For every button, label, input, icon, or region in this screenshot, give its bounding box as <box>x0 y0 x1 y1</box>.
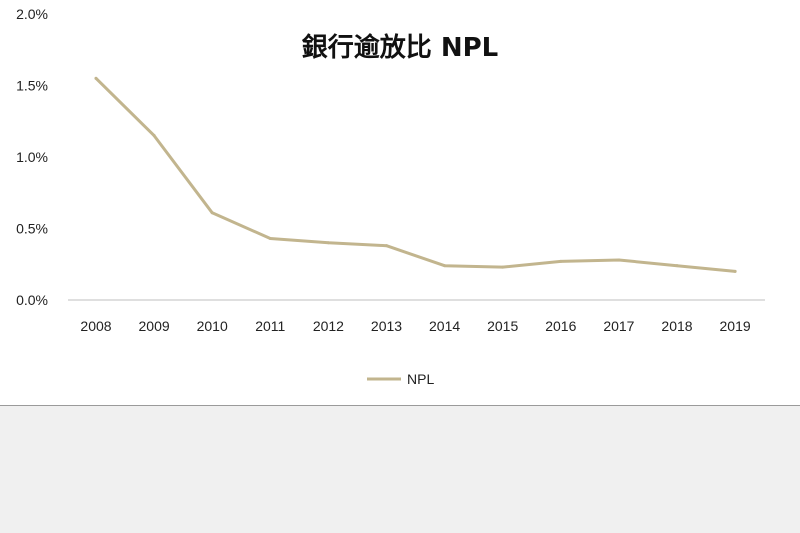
x-tick-label: 2008 <box>80 318 111 334</box>
data-point <box>385 244 388 248</box>
series-group <box>94 76 737 273</box>
x-tick-label: 2010 <box>197 318 228 334</box>
y-tick-label: 2.0% <box>16 6 48 22</box>
y-tick-label: 1.0% <box>16 149 48 165</box>
y-tick-label: 0.0% <box>16 292 48 308</box>
x-tick-label: 2012 <box>313 318 344 334</box>
x-tick-label: 2011 <box>255 318 285 334</box>
x-tick-label: 2014 <box>429 318 460 334</box>
x-tick-label: 2015 <box>487 318 518 334</box>
x-tick-label: 2017 <box>603 318 634 334</box>
data-point <box>443 264 447 268</box>
data-point <box>675 264 679 268</box>
data-point <box>152 134 156 138</box>
x-tick-label: 2019 <box>720 318 751 334</box>
x-tick-label: 2016 <box>545 318 576 334</box>
series-line-npl <box>94 76 737 273</box>
y-tick-label: 1.5% <box>16 78 48 94</box>
data-point <box>210 211 214 215</box>
data-point <box>268 237 272 241</box>
data-point <box>559 259 563 263</box>
legend: NPL <box>367 371 434 387</box>
x-tick-label: 2013 <box>371 318 402 334</box>
data-point <box>733 269 737 273</box>
npl-line-chart: 銀行逾放比 NPL 0.0%0.5%1.0%1.5%2.0% 2008 2009 2… <box>16 6 765 387</box>
data-point <box>617 258 621 262</box>
x-tick-label: 2018 <box>661 318 692 334</box>
y-axis-ticks: 0.0% 0.5% 1.0% 1.5% 2.0% <box>16 6 48 308</box>
data-point <box>94 76 98 80</box>
chart-panel: 銀行逾放比 NPL 0.0% 0.5% 1.0% 1.5% 2.0% 2008 2009 2… <box>0 0 800 406</box>
data-point <box>501 265 505 269</box>
data-point <box>326 241 330 245</box>
legend-label: NPL <box>407 371 434 387</box>
y-tick-label: 0.5% <box>16 221 48 237</box>
x-tick-label: 2009 <box>139 318 170 334</box>
chart-title: 銀行逾放比 NPL <box>302 32 498 63</box>
x-axis-ticks: 2008 2009 2010 2011 2012 2013 2014 2015 2016 2017… <box>80 318 750 334</box>
